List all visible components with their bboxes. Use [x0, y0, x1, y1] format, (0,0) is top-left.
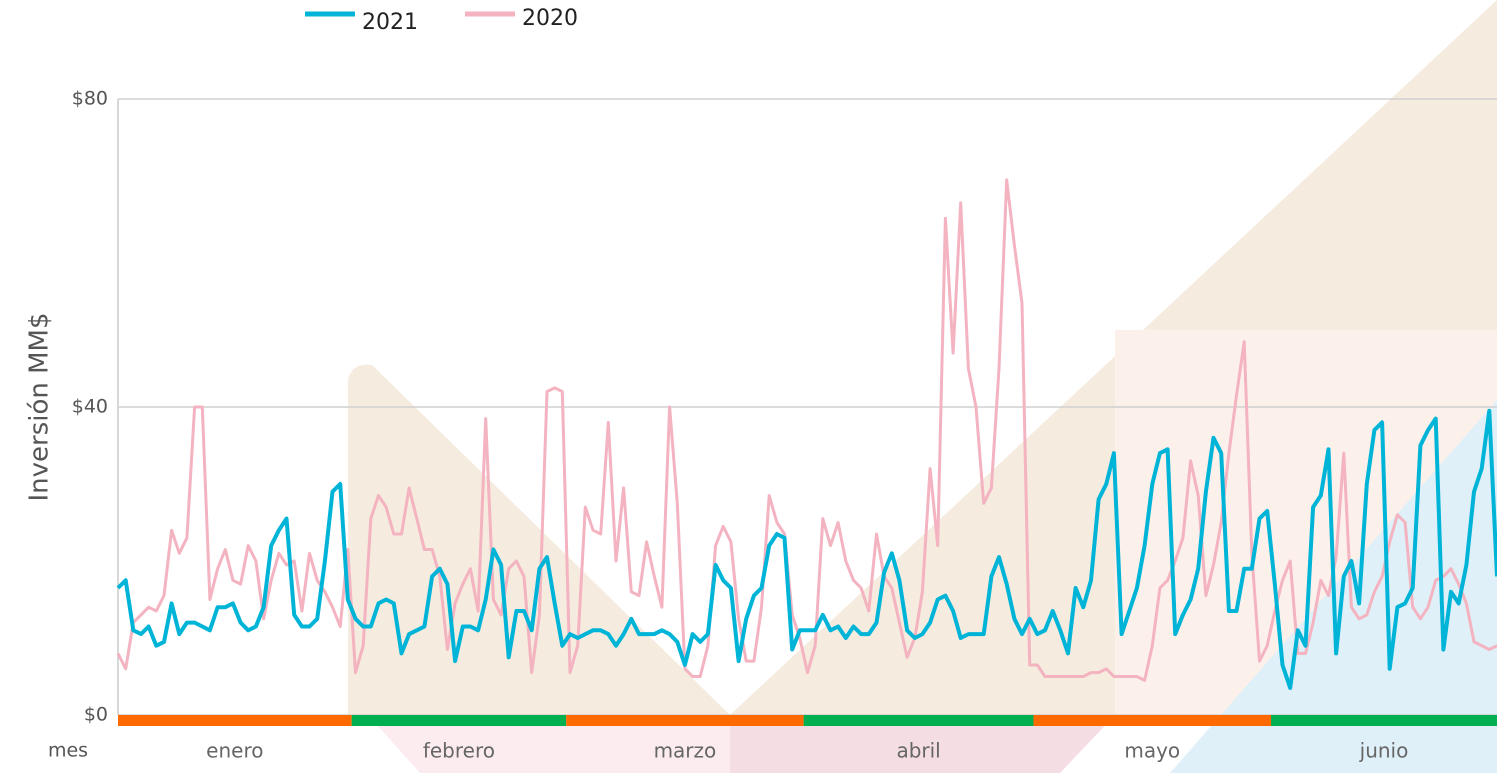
month-band	[1033, 715, 1271, 726]
x-axis-title: mes	[48, 740, 88, 762]
y-tick-label: $80	[72, 88, 108, 110]
month-band	[803, 715, 1034, 726]
month-band	[566, 715, 804, 726]
background-decoration	[348, 0, 1497, 773]
x-tick-label: mayo	[1124, 739, 1180, 763]
month-band	[1270, 715, 1497, 726]
line-2020	[116, 178, 1497, 682]
month-band	[351, 715, 567, 726]
y-axis-title: Inversión MM$	[25, 312, 55, 501]
x-tick-label: abril	[896, 739, 940, 763]
y-tick-label: $0	[84, 704, 108, 726]
y-tick-label: $40	[72, 396, 108, 418]
legend-label: 2021	[362, 10, 418, 35]
x-tick-label: junio	[1359, 739, 1409, 763]
x-tick-label: marzo	[654, 739, 717, 763]
legend-label: 2020	[522, 6, 578, 31]
line-2021	[116, 408, 1497, 690]
month-band	[118, 715, 352, 726]
x-tick-label: febrero	[423, 739, 495, 763]
x-tick-label: enero	[206, 739, 263, 763]
